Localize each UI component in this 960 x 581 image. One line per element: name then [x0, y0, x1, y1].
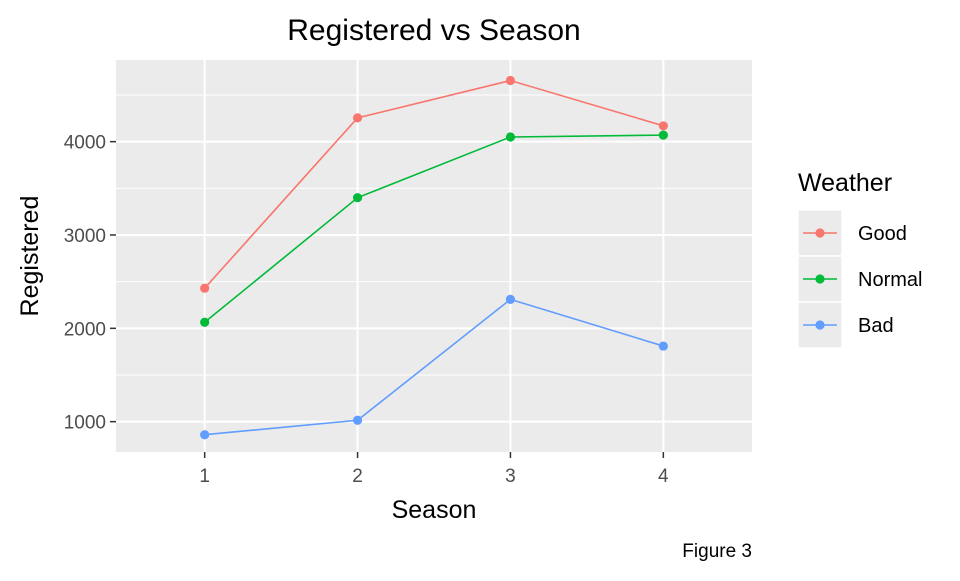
- legend-label: Normal: [858, 269, 922, 291]
- legend-item-bad: Bad: [797, 301, 894, 349]
- series-line: [204, 134, 664, 323]
- y-tick-label: 4000: [64, 133, 106, 154]
- legend-label: Bad: [858, 315, 894, 337]
- series-bad: [200, 294, 668, 440]
- grid-minor-lines: [116, 94, 752, 376]
- legend: Weather Good Normal Bad: [797, 169, 922, 349]
- legend-title: Weather: [798, 169, 892, 197]
- y-tick-label: 3000: [64, 226, 106, 247]
- legend-items: Good Normal Bad: [797, 209, 922, 349]
- x-tick-label: 2: [352, 466, 363, 487]
- legend-key-point: [815, 320, 825, 330]
- legend-item-normal: Normal: [797, 255, 922, 303]
- data-point: [658, 341, 668, 351]
- data-point: [505, 132, 516, 142]
- legend-label: Good: [858, 223, 907, 245]
- y-tick-label: 1000: [64, 413, 106, 434]
- y-axis: 1000 2000 3000 4000: [64, 133, 116, 434]
- y-axis-label: Registered: [16, 196, 44, 317]
- data-point: [352, 193, 363, 203]
- series-line: [204, 298, 664, 436]
- data-point: [505, 75, 516, 86]
- x-axis-label: Season: [392, 496, 477, 524]
- data-point: [505, 294, 516, 304]
- x-tick-label: 4: [658, 466, 669, 487]
- legend-key-point: [815, 274, 825, 284]
- series-line: [204, 79, 664, 289]
- chart-title: Registered vs Season: [287, 14, 581, 47]
- x-tick-label: 1: [199, 466, 210, 487]
- y-tick-label: 2000: [64, 319, 106, 340]
- series-good: [200, 75, 668, 293]
- data-point: [658, 121, 668, 131]
- x-tick-label: 3: [505, 466, 516, 487]
- legend-item-good: Good: [797, 209, 907, 257]
- x-axis: 1 2 3 4: [199, 452, 669, 487]
- data-point: [658, 130, 668, 140]
- legend-key-point: [815, 228, 825, 238]
- data-point: [200, 430, 210, 440]
- plot-panel: [116, 60, 752, 452]
- series-normal: [200, 130, 668, 327]
- data-point: [200, 317, 210, 327]
- figure-caption: Figure 3: [682, 541, 752, 562]
- series-layer: [200, 75, 668, 440]
- data-point: [352, 415, 363, 425]
- data-point: [200, 283, 210, 293]
- data-point: [352, 113, 363, 123]
